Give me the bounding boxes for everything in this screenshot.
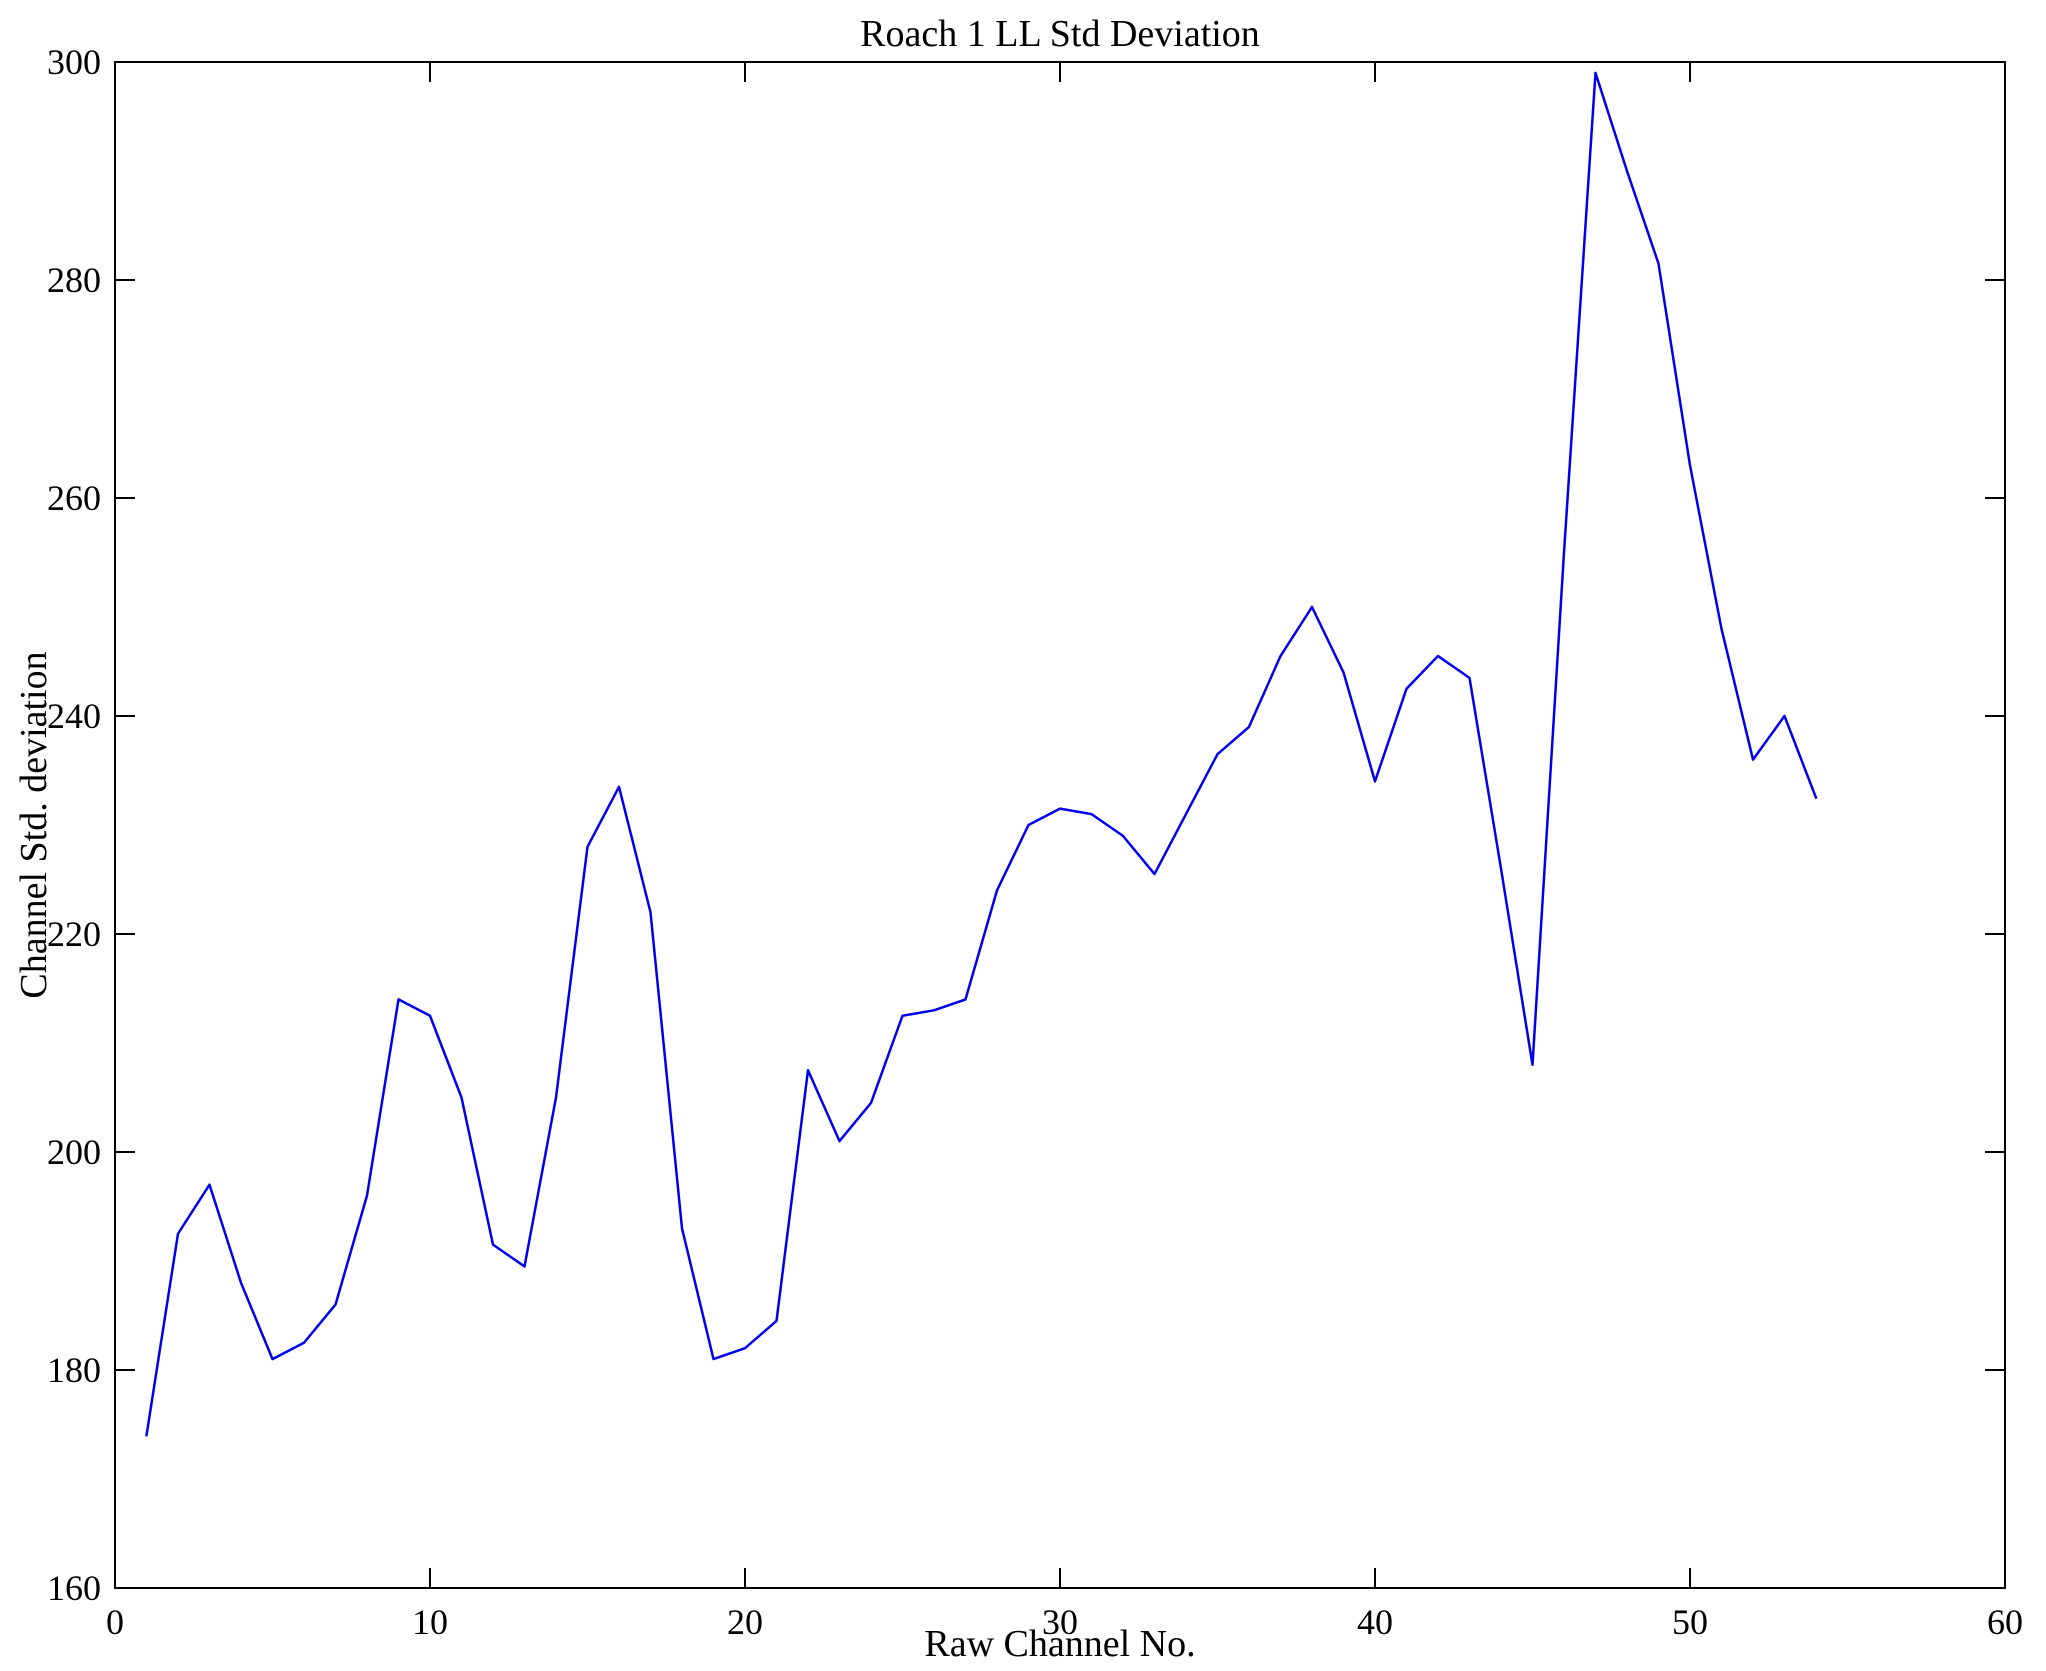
y-tick-label: 200 [47,1132,101,1172]
y-tick-label: 160 [47,1568,101,1608]
y-tick-label: 220 [47,914,101,954]
line-series [145,71,1818,1437]
y-tick-label: 260 [47,478,101,518]
y-tick-label: 240 [47,696,101,736]
plot-frame [114,61,2006,1589]
x-tick-label: 40 [1357,1602,1393,1642]
x-axis-label: Raw Channel No. [924,1623,1196,1665]
y-tick-label: 280 [47,260,101,300]
chart-title: Roach 1 LL Std Deviation [860,13,1260,55]
x-tick-label: 10 [412,1602,448,1642]
x-tick-label: 30 [1042,1602,1078,1642]
y-axis-label: Channel Std. deviation [13,651,55,999]
y-tick-label: 180 [47,1350,101,1390]
x-tick-label: 60 [1987,1602,2023,1642]
x-tick-label: 20 [727,1602,763,1642]
x-tick-label: 0 [106,1602,124,1642]
y-tick-label: 300 [47,42,101,82]
x-tick-label: 50 [1672,1602,1708,1642]
